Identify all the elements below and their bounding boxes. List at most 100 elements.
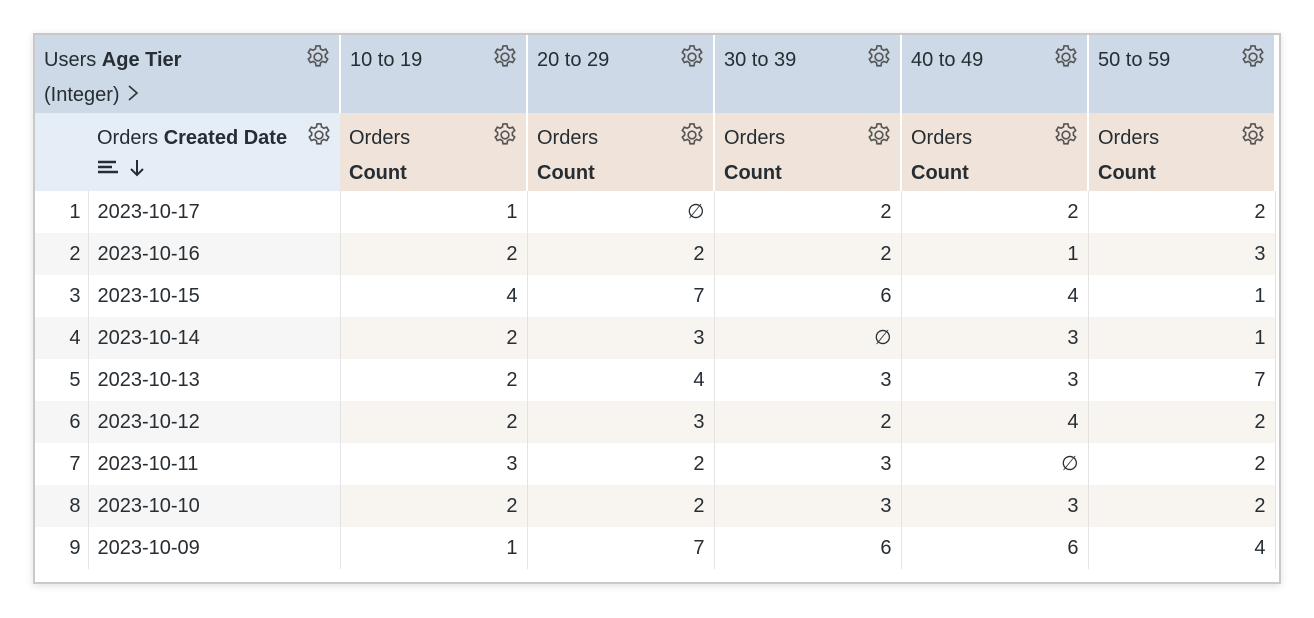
settings-gear[interactable] xyxy=(1239,43,1267,77)
date-cell: 2023-10-16 xyxy=(88,233,341,275)
count-cell: 2 xyxy=(714,401,902,443)
count-cell: 6 xyxy=(714,527,902,569)
dimension-label: Orders Created Date xyxy=(97,121,287,191)
data-row: 9 2023-10-09 1 7 6 6 4 xyxy=(35,527,1276,569)
pivot-header-cell: Users Age Tier (Integer) xyxy=(35,35,341,113)
label-prefix: Orders xyxy=(911,127,973,149)
settings-gear[interactable] xyxy=(865,43,893,77)
expand-chevron[interactable] xyxy=(120,84,142,106)
count-cell: 2 xyxy=(1088,191,1276,233)
index-header xyxy=(35,113,88,191)
data-row: 3 2023-10-15 4 7 6 4 1 xyxy=(35,275,1276,317)
settings-gear[interactable] xyxy=(491,43,519,77)
date-cell: 2023-10-14 xyxy=(88,317,341,359)
settings-gear[interactable] xyxy=(491,121,519,155)
count-cell: 1 xyxy=(340,191,528,233)
count-cell: 4 xyxy=(527,359,715,401)
pivot-column-header: 50 to 59 xyxy=(1088,35,1276,113)
count-cell: 2 xyxy=(527,233,715,275)
row-number: 1 xyxy=(35,191,89,233)
measure-label: Orders Count xyxy=(911,121,972,191)
label-prefix: Orders xyxy=(724,127,786,149)
measure-header: Orders Count xyxy=(714,113,902,191)
count-cell: 2 xyxy=(340,317,528,359)
count-cell: 2 xyxy=(1088,401,1276,443)
measure-label: Orders Count xyxy=(1098,121,1159,191)
date-cell: 2023-10-09 xyxy=(88,527,341,569)
count-cell: ∅ xyxy=(901,443,1089,485)
count-cell: 3 xyxy=(1088,233,1276,275)
count-cell: 3 xyxy=(901,485,1089,527)
count-cell: 4 xyxy=(340,275,528,317)
settings-gear[interactable] xyxy=(1052,121,1080,155)
settings-gear[interactable] xyxy=(678,121,706,155)
settings-gear[interactable] xyxy=(305,121,333,155)
data-row: 5 2023-10-13 2 4 3 3 7 xyxy=(35,359,1276,401)
label-prefix: Orders xyxy=(97,127,159,149)
row-number: 3 xyxy=(35,275,89,317)
data-row: 7 2023-10-11 3 2 3 ∅ 2 xyxy=(35,443,1276,485)
dimension-header: Orders Created Date xyxy=(88,113,340,191)
count-cell: 3 xyxy=(340,443,528,485)
count-cell: 7 xyxy=(527,527,715,569)
count-cell: 3 xyxy=(901,359,1089,401)
pivot-column-header: 40 to 49 xyxy=(901,35,1089,113)
count-cell: 6 xyxy=(714,275,902,317)
count-cell: 2 xyxy=(340,233,528,275)
label-prefix: Orders xyxy=(1098,127,1160,149)
label-suffix: (Integer) xyxy=(44,84,120,106)
count-cell: 1 xyxy=(901,233,1089,275)
count-cell: 2 xyxy=(340,401,528,443)
pivot-header-row: Users Age Tier (Integer) 10 to 19 20 to 29 3… xyxy=(35,35,1276,113)
label-name: Count xyxy=(349,162,407,184)
count-cell: 4 xyxy=(901,275,1089,317)
label-name: Count xyxy=(1098,162,1156,184)
pivot-value: 10 to 19 xyxy=(350,49,423,71)
count-cell: 1 xyxy=(1088,317,1276,359)
measure-header: Orders Count xyxy=(527,113,715,191)
count-cell: 3 xyxy=(714,485,902,527)
settings-gear[interactable] xyxy=(678,43,706,77)
measure-label: Orders Count xyxy=(349,121,410,191)
count-cell: 2 xyxy=(527,443,715,485)
count-cell: 2 xyxy=(901,191,1089,233)
row-number: 5 xyxy=(35,359,89,401)
settings-gear[interactable] xyxy=(1052,43,1080,77)
settings-gear[interactable] xyxy=(1239,121,1267,155)
measure-header-row: Orders Created Date Orders Count Orders Coun… xyxy=(35,113,1276,191)
settings-gear[interactable] xyxy=(304,43,332,77)
row-number: 4 xyxy=(35,317,89,359)
data-row: 6 2023-10-12 2 3 2 4 2 xyxy=(35,401,1276,443)
data-row: 4 2023-10-14 2 3 ∅ 3 1 xyxy=(35,317,1276,359)
sort-icons[interactable] xyxy=(97,160,145,184)
count-cell: 3 xyxy=(527,401,715,443)
pivot-header-label: Users Age Tier (Integer) xyxy=(44,43,294,113)
pivot-column-header: 20 to 29 xyxy=(527,35,715,113)
date-cell: 2023-10-17 xyxy=(88,191,341,233)
pivot-column-header: 30 to 39 xyxy=(714,35,902,113)
data-row: 1 2023-10-17 1 ∅ 2 2 2 xyxy=(35,191,1276,233)
pivot-column-header: 10 to 19 xyxy=(340,35,528,113)
count-cell: 4 xyxy=(1088,527,1276,569)
pivot-table: Users Age Tier (Integer) 10 to 19 20 to 29 3… xyxy=(35,35,1276,569)
count-cell: 6 xyxy=(901,527,1089,569)
count-cell: 2 xyxy=(714,191,902,233)
row-number: 7 xyxy=(35,443,89,485)
measure-label: Orders Count xyxy=(724,121,785,191)
count-cell: 3 xyxy=(714,359,902,401)
row-number: 6 xyxy=(35,401,89,443)
settings-gear[interactable] xyxy=(865,121,893,155)
count-cell: 3 xyxy=(527,317,715,359)
measure-header: Orders Count xyxy=(340,113,528,191)
count-cell: 2 xyxy=(1088,443,1276,485)
label-name: Age Tier xyxy=(101,49,182,71)
count-cell: 1 xyxy=(340,527,528,569)
row-number: 9 xyxy=(35,527,89,569)
label-prefix: Orders xyxy=(349,127,411,149)
pivot-value: 50 to 59 xyxy=(1098,49,1171,71)
count-cell: 3 xyxy=(714,443,902,485)
count-cell: 2 xyxy=(527,485,715,527)
label-name: Count xyxy=(537,162,595,184)
date-cell: 2023-10-11 xyxy=(88,443,341,485)
